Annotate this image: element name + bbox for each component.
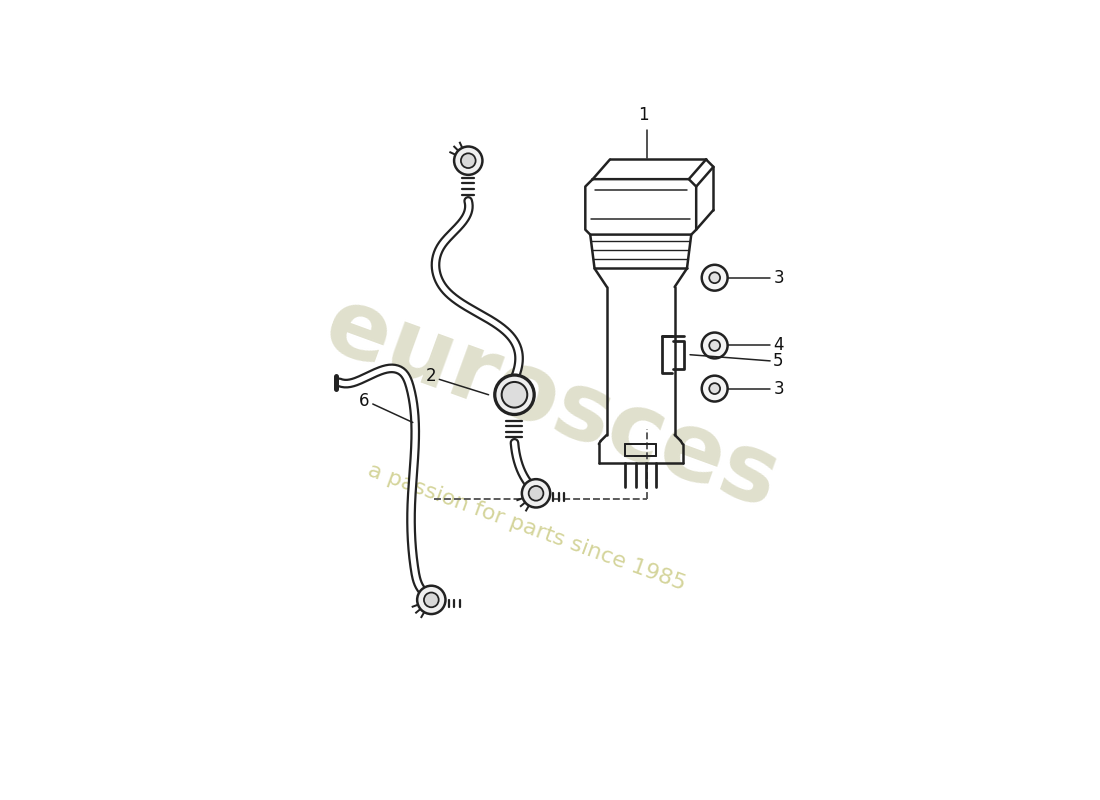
Circle shape [529,486,543,501]
Text: 3: 3 [773,269,784,286]
Circle shape [710,272,720,283]
Circle shape [454,146,483,175]
Text: a passion for parts since 1985: a passion for parts since 1985 [365,460,689,594]
Circle shape [502,382,527,407]
Circle shape [710,383,720,394]
Circle shape [495,375,535,414]
Text: 5: 5 [773,352,783,370]
Text: 2: 2 [426,367,437,386]
Circle shape [702,333,727,358]
Circle shape [424,593,439,607]
Text: eurosces: eurosces [312,279,791,529]
Circle shape [521,479,550,507]
Circle shape [710,340,720,351]
Circle shape [461,154,475,168]
Text: 6: 6 [360,392,370,410]
Text: 4: 4 [773,337,783,354]
Text: 3: 3 [773,379,784,398]
Circle shape [417,586,446,614]
Circle shape [702,376,727,402]
Circle shape [702,265,727,290]
Text: 1: 1 [638,106,649,124]
